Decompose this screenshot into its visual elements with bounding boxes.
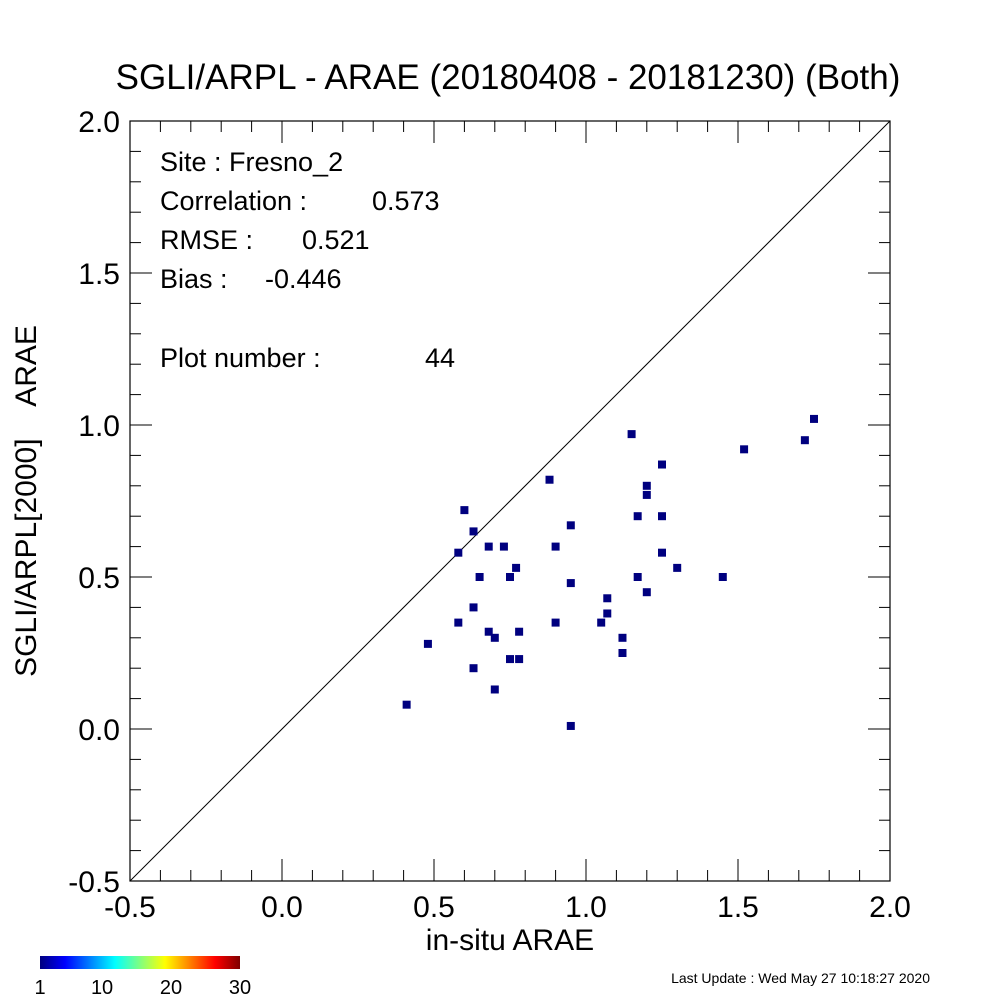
x-tick-label: 2.0 — [869, 891, 911, 924]
data-point — [484, 627, 493, 636]
plot-number-label: Plot number : — [160, 343, 321, 373]
data-point — [469, 527, 478, 536]
data-point — [506, 655, 514, 664]
x-tick-label: 0.0 — [261, 891, 303, 924]
x-tick-label: 1.0 — [565, 891, 607, 924]
colorbar-tick-label: 20 — [160, 977, 182, 999]
x-tick-label: 0.5 — [413, 891, 455, 924]
data-point — [512, 563, 521, 572]
data-point — [603, 609, 612, 618]
x-tick-label: -0.5 — [104, 891, 156, 924]
data-point — [460, 506, 469, 515]
colorbar-tick-label: 1 — [34, 977, 45, 999]
data-point — [658, 460, 666, 469]
data-point — [506, 573, 514, 581]
data-point — [673, 563, 682, 572]
bias-label: Bias : — [160, 264, 228, 294]
data-point — [454, 618, 463, 627]
data-point — [658, 548, 666, 557]
data-point — [597, 618, 606, 627]
y-tick-label: 2.0 — [78, 106, 120, 139]
colorbar-labels: 1 10 20 30 — [34, 977, 251, 999]
data-point — [603, 594, 612, 603]
data-point — [627, 430, 636, 439]
colorbar-tick-label: 10 — [91, 977, 113, 999]
site-annotation: Site : Fresno_2 — [160, 147, 343, 177]
plot-number-value: 44 — [425, 343, 455, 373]
data-point — [658, 512, 666, 521]
data-point — [545, 475, 554, 484]
plot-frame — [129, 120, 891, 882]
data-point — [800, 436, 809, 445]
data-point — [618, 633, 627, 642]
y-tick-label: 0.5 — [78, 562, 120, 595]
last-update-text: Last Update : Wed May 27 10:18:27 2020 — [671, 970, 930, 986]
data-point — [490, 633, 499, 642]
data-point — [718, 573, 727, 581]
data-point — [740, 445, 749, 454]
y-tick-label: 1.5 — [78, 258, 120, 291]
bias-value: -0.446 — [265, 264, 342, 294]
data-point — [566, 721, 575, 730]
data-point — [475, 573, 484, 581]
y-tick-label: 1.0 — [78, 410, 120, 443]
rmse-value: 0.521 — [302, 225, 370, 255]
data-point — [551, 542, 560, 551]
data-point — [515, 655, 524, 664]
colorbar-tick-label: 30 — [229, 977, 251, 999]
data-point — [484, 542, 493, 551]
data-point — [618, 649, 627, 657]
rmse-label: RMSE : — [160, 225, 253, 255]
axis-ticks — [129, 120, 891, 882]
data-point — [490, 685, 499, 694]
y-axis-label: SGLI/ARPL[2000] ARAE — [10, 325, 43, 677]
data-point — [469, 664, 478, 673]
one-to-one-line — [129, 120, 891, 882]
data-point — [423, 639, 432, 648]
x-tick-label: 1.5 — [717, 891, 759, 924]
data-point — [642, 481, 651, 490]
data-point — [402, 700, 411, 709]
correlation-value: 0.573 — [372, 186, 440, 216]
x-axis-label: in-situ ARAE — [426, 924, 594, 957]
data-point — [642, 490, 651, 499]
data-point — [515, 627, 524, 636]
y-tick-label: 0.0 — [78, 714, 120, 747]
data-point — [810, 414, 818, 423]
data-point — [454, 548, 463, 557]
data-point — [642, 588, 651, 597]
data-point — [566, 521, 575, 530]
y-tick-label: -0.5 — [68, 866, 120, 899]
data-points — [402, 414, 818, 730]
chart-title: SGLI/ARPL - ARAE (20180408 - 20181230) (… — [116, 58, 901, 97]
correlation-label: Correlation : — [160, 186, 307, 216]
data-point — [551, 618, 560, 627]
data-point — [633, 573, 642, 581]
data-point — [499, 542, 508, 551]
data-point — [566, 579, 575, 588]
data-point — [633, 512, 642, 521]
tick-labels: -0.5 0.0 0.5 1.0 1.5 2.0 -0.5 0.0 0.5 1.0 1.5 2.0 — [68, 106, 911, 924]
data-point — [469, 603, 478, 612]
colorbar — [40, 956, 240, 969]
